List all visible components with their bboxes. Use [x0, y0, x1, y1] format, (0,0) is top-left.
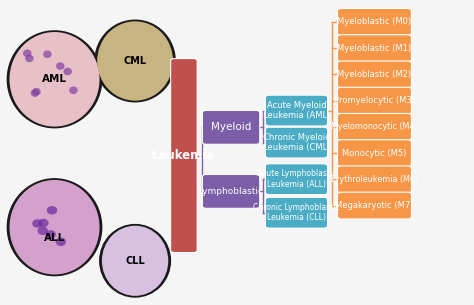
FancyBboxPatch shape	[337, 35, 411, 62]
Ellipse shape	[9, 32, 100, 127]
Text: Monocytic (M5): Monocytic (M5)	[342, 149, 407, 158]
Ellipse shape	[56, 62, 64, 70]
Text: Myeloblastic (M0): Myeloblastic (M0)	[337, 17, 411, 27]
Text: Myeloblastic (M1): Myeloblastic (M1)	[337, 44, 411, 53]
Ellipse shape	[102, 226, 168, 296]
Text: Promyelocytic (M3): Promyelocytic (M3)	[334, 96, 415, 105]
Ellipse shape	[31, 89, 39, 97]
Text: ALL: ALL	[44, 233, 65, 243]
FancyBboxPatch shape	[337, 113, 411, 140]
FancyBboxPatch shape	[337, 9, 411, 35]
Ellipse shape	[38, 219, 49, 227]
FancyBboxPatch shape	[265, 197, 328, 228]
Text: Myeloid: Myeloid	[211, 122, 251, 132]
FancyBboxPatch shape	[337, 192, 411, 219]
FancyBboxPatch shape	[337, 140, 411, 167]
Ellipse shape	[43, 50, 52, 58]
FancyBboxPatch shape	[202, 174, 260, 208]
FancyBboxPatch shape	[265, 127, 328, 158]
FancyBboxPatch shape	[337, 61, 411, 88]
Ellipse shape	[25, 55, 34, 62]
Ellipse shape	[69, 87, 78, 94]
Ellipse shape	[7, 30, 102, 128]
Text: Myeloblastic (M2): Myeloblastic (M2)	[337, 70, 411, 79]
FancyBboxPatch shape	[265, 164, 328, 195]
Text: Acute Myeloid
Leukemia (AML): Acute Myeloid Leukemia (AML)	[263, 101, 330, 120]
Text: Megakaryotic (M7): Megakaryotic (M7)	[335, 201, 414, 210]
Ellipse shape	[64, 68, 72, 75]
Text: Lymphoblastic: Lymphoblastic	[199, 187, 264, 196]
Ellipse shape	[94, 20, 176, 102]
Text: Myelomonocytic (M4): Myelomonocytic (M4)	[331, 122, 418, 131]
FancyBboxPatch shape	[337, 87, 411, 114]
Ellipse shape	[32, 219, 43, 228]
Text: CML: CML	[124, 56, 146, 66]
Ellipse shape	[37, 226, 48, 235]
Text: Leukemia: Leukemia	[152, 149, 216, 162]
Text: Chronic Myeloid
Leukemia (CML): Chronic Myeloid Leukemia (CML)	[263, 133, 330, 152]
FancyBboxPatch shape	[202, 110, 260, 144]
Ellipse shape	[32, 88, 41, 95]
Ellipse shape	[9, 180, 100, 274]
Text: CLL: CLL	[125, 256, 145, 266]
Text: Chronic Lymphoblastic
Leukemia (CLL): Chronic Lymphoblastic Leukemia (CLL)	[253, 203, 340, 222]
Ellipse shape	[47, 206, 57, 214]
FancyBboxPatch shape	[171, 59, 197, 253]
FancyBboxPatch shape	[265, 95, 328, 126]
Text: Acute Lymphoblastic
Leukemia (ALL): Acute Lymphoblastic Leukemia (ALL)	[257, 170, 336, 189]
Ellipse shape	[97, 21, 173, 101]
Text: Erythroleukemia (M6): Erythroleukemia (M6)	[331, 175, 418, 184]
Text: AML: AML	[42, 74, 67, 84]
Ellipse shape	[99, 224, 171, 298]
FancyBboxPatch shape	[337, 166, 411, 193]
Ellipse shape	[46, 230, 56, 239]
Ellipse shape	[23, 49, 31, 57]
Ellipse shape	[7, 178, 102, 276]
Ellipse shape	[55, 238, 66, 246]
